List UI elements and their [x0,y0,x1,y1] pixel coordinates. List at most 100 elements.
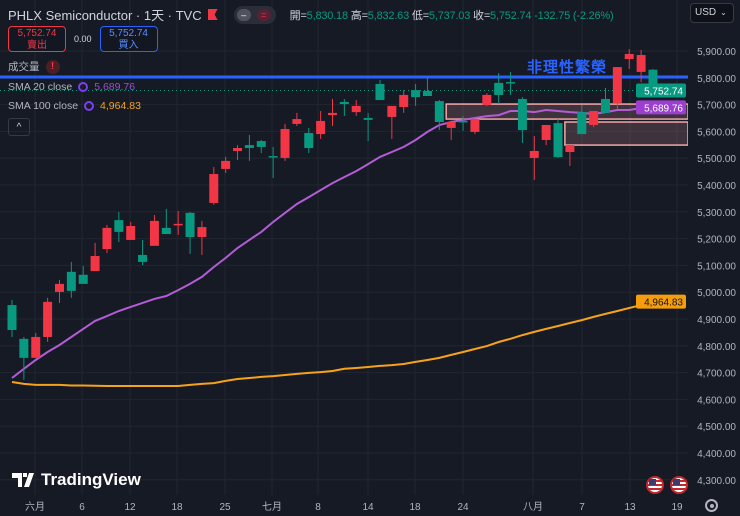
candle-body [565,145,575,153]
brand-name: TradingView [41,470,141,489]
price-tick-label: 4,600.00 [697,395,736,406]
candle [411,83,421,106]
price-tick-label: 5,000.00 [697,288,736,299]
price-axis[interactable]: 5,900.00 5,800.00 5,700.00 5,600.00 5,500.00… [688,0,740,516]
candles [7,49,658,380]
warning-icon[interactable]: ! [45,59,60,74]
collapse-icon[interactable]: ^ [8,118,30,136]
candle [90,242,100,272]
candle [66,261,76,298]
candle-body [577,112,587,135]
sma100-label: SMA 100 close [8,100,79,112]
candle-body [339,101,349,105]
time-tick-label: 14 [362,502,374,513]
candle [268,146,278,179]
candle-body [458,120,468,123]
legend-sma20[interactable]: SMA 20 close 5,689.76 [8,81,135,93]
candle [482,93,492,106]
time-tick-label: 13 [624,502,636,513]
candle [553,119,563,158]
candle-body [589,111,599,125]
us-flag-event-icon[interactable] [646,476,664,494]
price-tick-label: 5,600.00 [697,127,736,138]
time-tick-label: 24 [457,502,469,513]
price-tick-label: 5,500.00 [697,154,736,165]
candle-body [292,119,302,124]
candle-body [209,174,219,203]
candle [304,127,314,154]
candle-body [244,145,254,149]
price-tick-label: 4,500.00 [697,422,736,433]
candle [256,139,266,154]
candle-body [43,301,53,337]
candle [351,100,361,116]
candle-body [399,94,409,108]
candle-body [78,274,88,284]
flag-icon[interactable] [207,9,218,20]
sell-button[interactable]: 5,752.74 賣出 [8,26,66,52]
candle-body [233,148,243,151]
indicator-toggle-icon[interactable]: – = [233,5,276,24]
candle [197,220,207,255]
tradingview-logo[interactable]: TradingView [12,470,141,490]
price-tag-label: 5,752.74 [644,86,683,97]
candle [399,90,409,113]
time-tick-label: 6 [79,502,85,513]
chevron-down-icon: ⌄ [720,8,727,17]
candle-body [624,53,634,60]
tradingview-logo-icon [12,473,34,487]
candle-body [363,118,373,120]
legend-sma100[interactable]: SMA 100 close 4,964.83 [8,100,141,112]
candle [636,49,646,83]
time-tick-label: 18 [409,502,421,513]
indicator-loading-icon [78,82,89,92]
candle [494,72,504,105]
candle [375,79,385,101]
time-axis[interactable]: 六月 6 12 18 25 七月 8 14 18 24 八月 7 13 19 [25,501,683,513]
candle [446,120,456,140]
candle-body [506,82,516,84]
candle-body [422,90,432,97]
high-value: 5,832.63 [367,9,410,22]
candle [541,124,551,146]
candle [434,100,444,131]
candle-body [197,227,207,237]
candle [577,104,587,135]
price-tick-label: 5,300.00 [697,208,736,219]
sma100-line [11,300,654,387]
legend-volume[interactable]: 成交量! [8,59,60,74]
price-tick-label: 4,800.00 [697,342,736,353]
candle-body [7,305,17,330]
indicator-loading-icon [84,101,95,111]
volume-label: 成交量 [8,61,40,73]
settings-gear-icon[interactable] [705,499,718,512]
candle-body [173,223,183,226]
candle [529,135,539,180]
candle [31,332,41,358]
candle-body [102,227,112,250]
us-flag-event-icon[interactable] [670,476,688,494]
candle-body [494,82,504,95]
candle-body [375,83,385,101]
currency-label: USD [695,7,717,18]
price-tick-label: 5,400.00 [697,181,736,192]
price-axis-bg [688,0,740,516]
candle-body [54,283,64,292]
price-tag-label: 5,689.76 [644,103,683,114]
candle-body [601,98,610,113]
time-tick-label: 7 [579,502,585,513]
change-value: -132.75 (-2.26%) [534,9,614,22]
candle [470,119,480,135]
candle-body [185,212,195,237]
candle-body [541,124,551,140]
currency-select[interactable]: USD ⌄ [690,3,734,23]
symbol-title[interactable]: PHLX Semiconductor · 1天 · TVC [8,8,202,23]
annotation-text[interactable]: 非理性繁榮 [527,59,608,76]
candle-body [612,67,622,103]
buy-button[interactable]: 5,752.74 買入 [99,26,158,52]
candle [458,116,468,131]
candle-body [256,141,266,147]
candle [387,105,397,139]
candle-body [280,128,290,158]
